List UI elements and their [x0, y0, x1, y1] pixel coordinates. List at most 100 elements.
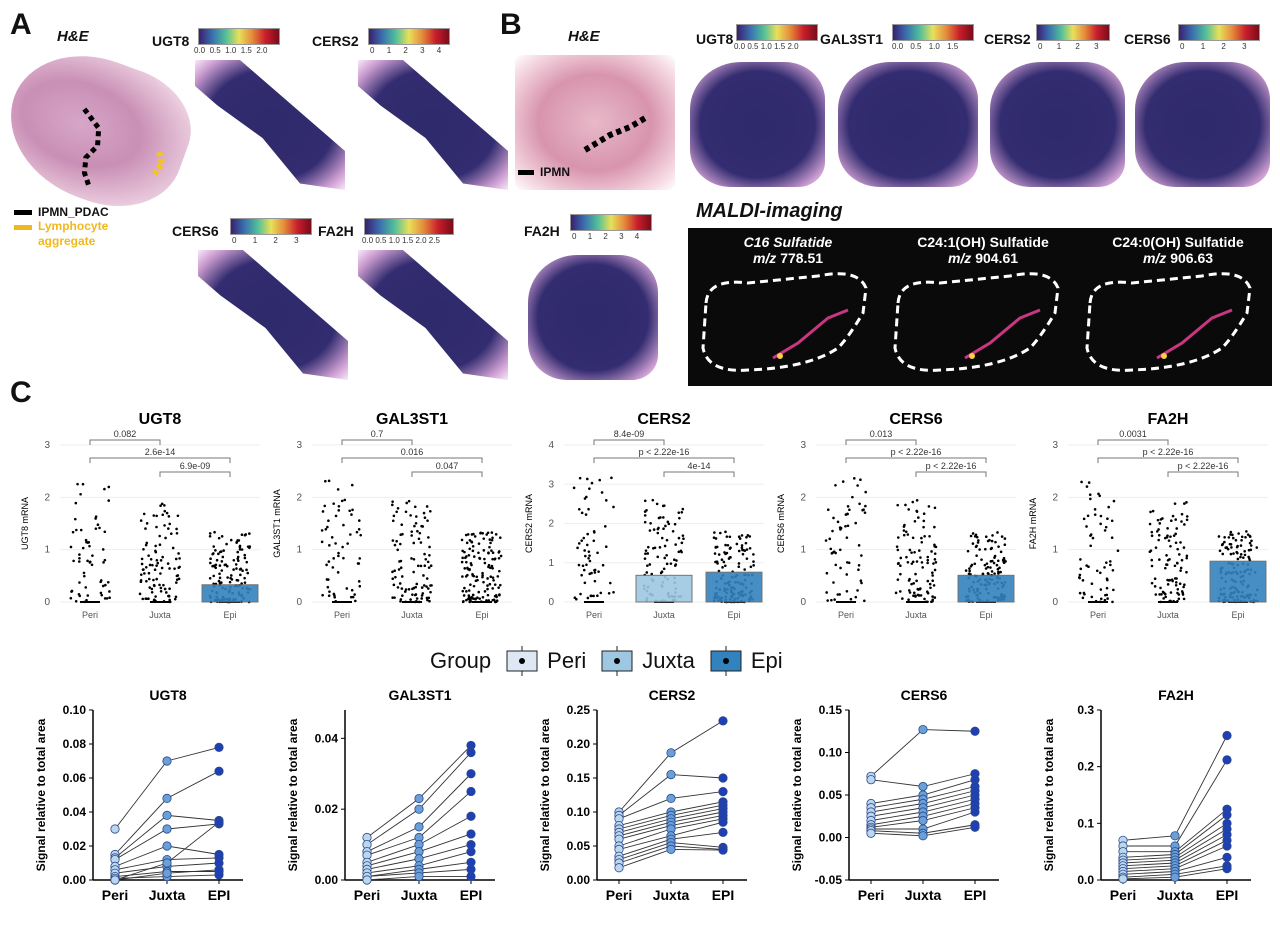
data-point — [82, 571, 86, 575]
data-point — [906, 533, 910, 536]
data-point — [69, 545, 73, 549]
data-point — [857, 568, 860, 572]
y-tick-label: 2 — [1052, 492, 1058, 503]
data-point — [657, 526, 660, 530]
data-point — [978, 548, 981, 551]
data-point — [915, 560, 919, 563]
x-tick-label: Epi — [223, 610, 236, 620]
data-point — [208, 532, 212, 535]
data-point — [643, 514, 647, 517]
data-point — [677, 550, 681, 554]
data-point — [588, 487, 591, 490]
data-point — [1080, 480, 1083, 484]
data-point — [91, 554, 94, 557]
y-tick-label: 2 — [44, 492, 50, 503]
data-point — [650, 572, 654, 576]
data-point — [78, 553, 81, 556]
data-point — [680, 541, 684, 545]
data-point — [81, 482, 85, 486]
data-point — [721, 566, 724, 569]
data-point — [228, 580, 232, 584]
data-point — [175, 581, 178, 584]
data-point — [359, 533, 362, 537]
data-point — [167, 594, 170, 598]
data-point — [1107, 505, 1110, 509]
data-point — [714, 537, 718, 540]
data-point — [663, 544, 667, 548]
data-point — [993, 554, 997, 558]
data-point — [1234, 538, 1238, 542]
data-point — [648, 529, 652, 532]
p-value-label: 4e-14 — [687, 461, 710, 471]
data-point — [592, 594, 595, 598]
data-point — [585, 563, 588, 567]
data-point — [462, 594, 466, 597]
data-point — [933, 552, 937, 555]
y-axis-label: CERS6 mRNA — [776, 494, 786, 553]
data-point — [101, 584, 105, 588]
data-point — [737, 562, 741, 565]
data-point — [415, 515, 418, 518]
y-tick-label: 0.2 — [1077, 760, 1094, 774]
data-point — [147, 571, 151, 575]
paired-plot-ugt8: UGT8 Signal relative to total area 0.00 0.0… — [34, 687, 243, 903]
data-point — [994, 540, 997, 544]
colorbar — [1036, 24, 1110, 41]
data-point — [1221, 552, 1225, 556]
data-point — [350, 483, 354, 487]
data-point — [212, 552, 215, 555]
p-value-label: 0.047 — [436, 461, 459, 471]
data-point — [497, 551, 501, 554]
y-tick-label: 1 — [296, 545, 302, 556]
legend-label: Epi — [750, 648, 783, 673]
data-point — [213, 530, 216, 534]
data-point — [583, 549, 586, 552]
data-point — [717, 553, 721, 556]
data-point — [1157, 533, 1161, 537]
data-point — [1160, 593, 1163, 596]
x-tick-label: EPI — [712, 887, 735, 903]
y-tick-label: 0.1 — [1077, 816, 1094, 830]
y-tick-label: 1 — [1052, 545, 1058, 556]
data-point — [1169, 591, 1173, 594]
data-point — [332, 502, 335, 505]
data-point — [475, 575, 479, 579]
data-point — [863, 511, 867, 514]
data-point — [427, 587, 430, 590]
data-point — [424, 558, 428, 561]
data-point — [1223, 540, 1226, 544]
data-point — [682, 537, 685, 541]
data-point — [913, 550, 916, 554]
data-point — [826, 508, 830, 512]
data-point — [422, 574, 425, 577]
data-point — [652, 546, 655, 550]
data-point — [407, 587, 411, 591]
data-point — [166, 562, 170, 565]
data-point — [825, 591, 828, 594]
data-point — [658, 546, 662, 549]
data-point — [154, 595, 157, 598]
data-point — [396, 548, 400, 552]
data-point — [586, 532, 589, 536]
panel-label-b: B — [500, 8, 522, 41]
data-point — [465, 560, 468, 564]
data-point — [582, 568, 586, 572]
data-point — [470, 540, 474, 544]
data-point — [74, 600, 78, 603]
data-point — [1099, 522, 1102, 526]
spatial-map-b-cers2 — [990, 62, 1125, 187]
map-gene-label: UGT8 — [152, 33, 190, 49]
data-point — [1175, 577, 1178, 580]
data-point — [478, 556, 481, 560]
significance-bracket — [1097, 457, 1239, 463]
data-point — [989, 566, 992, 569]
data-point — [1165, 554, 1168, 557]
data-point — [673, 564, 677, 567]
data-point — [427, 566, 431, 569]
data-point — [410, 530, 414, 533]
data-point — [1247, 548, 1251, 552]
significance-bracket — [593, 439, 665, 445]
data-point — [1174, 541, 1178, 545]
data-point — [906, 560, 910, 564]
data-point — [1180, 558, 1184, 562]
